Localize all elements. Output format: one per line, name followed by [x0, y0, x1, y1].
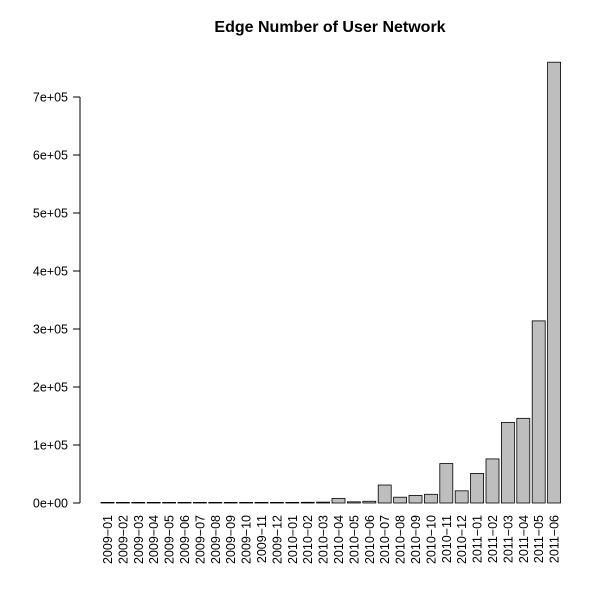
- y-tick-label: 2e+05: [33, 381, 68, 395]
- bar-2011-06: [547, 61, 561, 504]
- bar-2010-12: [454, 490, 469, 504]
- x-tick-label-2009-05: 2009−05: [163, 515, 177, 564]
- x-tick-label-2011-04: 2011−04: [517, 515, 531, 563]
- y-tick-label: 0e+00: [33, 497, 68, 511]
- bar-2010-04: [331, 497, 346, 504]
- bar-2010-07: [377, 484, 392, 504]
- bar-2010-05: [346, 501, 361, 504]
- bar-2011-05: [531, 320, 546, 504]
- x-tick-label-2010-10: 2010−10: [424, 515, 438, 564]
- x-tick-labels: 2009−01 2009−02 2009−03 2009−04 2009−05 2009−…: [101, 515, 562, 564]
- x-tick-label-2009-10: 2009−10: [240, 515, 254, 564]
- x-tick-label-2010-03: 2010−03: [317, 515, 331, 564]
- y-tick-label: 5e+05: [33, 207, 68, 221]
- y-tick-label: 3e+05: [33, 323, 68, 337]
- x-tick-label-2010-08: 2010−08: [394, 515, 408, 564]
- bars-group: [100, 61, 561, 504]
- x-tick-label-2011-06: 2011−06: [548, 515, 562, 563]
- bar-2010-06: [362, 500, 377, 504]
- x-tick-label-2011-03: 2011−03: [501, 515, 515, 563]
- x-tick-label-2009-11: 2009−11: [255, 515, 269, 563]
- bar-2009-04: [146, 501, 161, 504]
- x-tick-label-2009-07: 2009−07: [193, 515, 207, 564]
- x-tick-label-2010-11: 2010−11: [440, 515, 454, 563]
- bar-2009-11: [254, 501, 269, 504]
- bar-2010-02: [300, 501, 315, 504]
- bar-2011-04: [516, 417, 531, 504]
- y-tick-label: 7e+05: [33, 91, 68, 105]
- bar-2009-09: [223, 501, 238, 504]
- x-tick-label-2009-06: 2009−06: [178, 515, 192, 564]
- x-tick-label-2010-01: 2010−01: [286, 515, 300, 564]
- bar-2009-01: [100, 501, 115, 504]
- bar-2010-09: [408, 495, 423, 504]
- bar-2009-07: [192, 501, 207, 504]
- bar-2009-12: [269, 501, 284, 504]
- y-tick-label: 4e+05: [33, 265, 68, 279]
- x-tick-label-2011-05: 2011−05: [532, 515, 546, 563]
- x-tick-label-2009-09: 2009−09: [224, 515, 238, 564]
- x-tick-label-2010-12: 2010−12: [455, 515, 469, 564]
- x-tick-label-2010-06: 2010−06: [363, 515, 377, 564]
- bar-2009-08: [208, 501, 223, 504]
- x-tick-label-2009-08: 2009−08: [209, 515, 223, 564]
- bar-2010-08: [393, 496, 408, 504]
- x-tick-label-2009-02: 2009−02: [116, 515, 130, 564]
- x-tick-label-2011-02: 2011−02: [486, 515, 500, 563]
- bar-2011-03: [500, 421, 515, 504]
- bar-2009-10: [239, 501, 254, 504]
- x-tick-label-2010-07: 2010−07: [378, 515, 392, 564]
- x-tick-label-2010-04: 2010−04: [332, 515, 346, 564]
- x-tick-label-2009-04: 2009−04: [147, 515, 161, 564]
- y-axis: 0e+00 1e+05 2e+05 3e+05 4e+05 5e+05 6e+05 7e+05: [33, 91, 81, 511]
- bar-2010-10: [423, 493, 438, 504]
- bar-2011-02: [485, 458, 500, 504]
- x-tick-label-2011-01: 2011−01: [471, 515, 485, 563]
- bar-2009-06: [177, 501, 192, 504]
- bar-2009-05: [162, 501, 177, 504]
- bar-2010-11: [439, 463, 454, 504]
- bar-2009-02: [116, 501, 130, 504]
- bar-2010-01: [285, 501, 300, 504]
- x-tick-label-2010-09: 2010−09: [409, 515, 423, 564]
- bar-2009-03: [131, 501, 146, 504]
- bar-2011-01: [470, 473, 485, 504]
- x-tick-label-2009-12: 2009−12: [270, 515, 284, 564]
- bar-2010-03: [316, 501, 331, 504]
- x-tick-label-2010-02: 2010−02: [301, 515, 315, 564]
- x-tick-label-2010-05: 2010−05: [347, 515, 361, 564]
- x-tick-label-2009-01: 2009−01: [101, 515, 115, 564]
- chart-title: Edge Number of User Network: [214, 19, 445, 36]
- x-tick-label-2009-03: 2009−03: [132, 515, 146, 564]
- y-tick-label: 6e+05: [33, 149, 68, 163]
- y-tick-label: 1e+05: [33, 439, 68, 453]
